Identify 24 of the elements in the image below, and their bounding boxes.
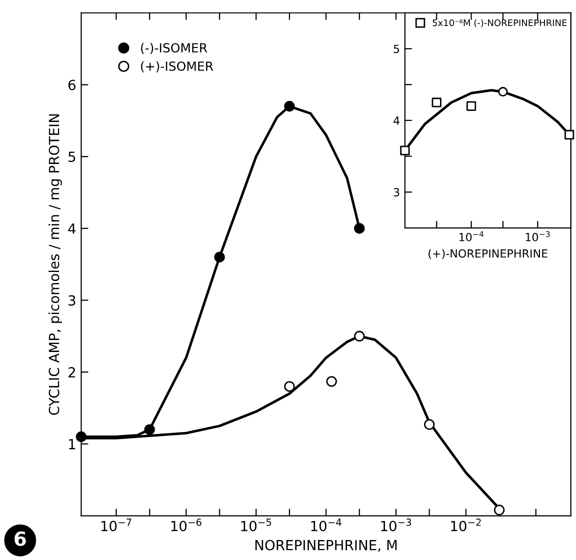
x-tick-label: 10$^{−3}$ — [381, 518, 412, 532]
y-tick-label: 4 — [68, 224, 76, 234]
legend-label: 5x10⁻⁶M (-)-NOREPINEPHRINE — [432, 19, 567, 28]
y-tick-label: 3 — [68, 295, 76, 306]
y-tick-label: 3 — [394, 188, 400, 196]
x-tick-label: 10$^{−4}$ — [311, 518, 342, 532]
y-tick-label: 2 — [68, 367, 75, 378]
text: 6 — [14, 531, 26, 546]
y-tick-label: 5 — [394, 44, 400, 54]
y-tick-label: 6 — [68, 80, 76, 90]
y-tick-label: 4 — [394, 116, 400, 125]
x-tick-label: 10$^{−6}$ — [171, 518, 202, 532]
y-axis-title: CYCLIC AMP, picomoles / min / mg PROTEIN — [48, 114, 62, 415]
x-tick-label: 10$^{−2}$ — [451, 518, 481, 532]
x-tick-label: 10$^{−4}$ — [459, 231, 484, 242]
x-tick-label: 10$^{−7}$ — [101, 518, 132, 532]
x-tick-label: 10$^{−3}$ — [526, 231, 550, 242]
y-tick-label: 5 — [68, 152, 76, 162]
legend-label: (-)-ISOMER — [141, 42, 208, 54]
x-tick-label: 10$^{−5}$ — [241, 518, 272, 532]
legend-label: (+)-ISOMER — [141, 61, 214, 72]
x-axis-title: NOREPINEPHRINE, M — [255, 540, 397, 552]
x-axis-title: (+)-NOREPINEPHRINE — [428, 249, 548, 259]
y-tick-label: 1 — [69, 439, 76, 450]
